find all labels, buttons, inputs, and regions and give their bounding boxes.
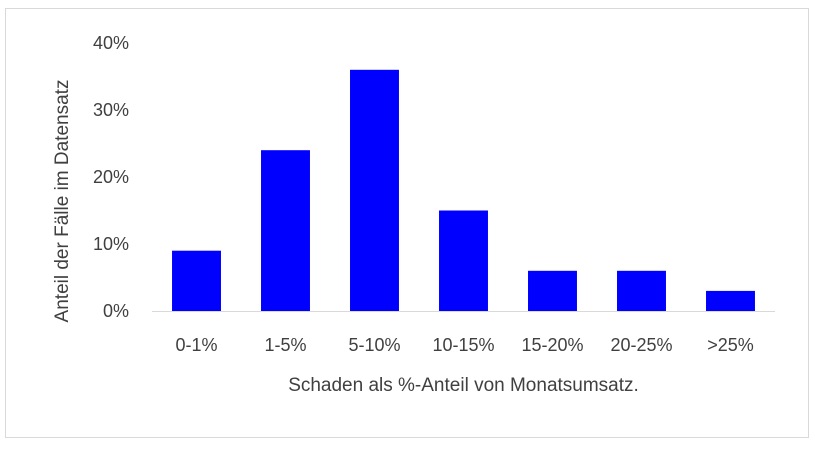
x-tick-label: 10-15%: [432, 335, 494, 355]
y-tick-label: 40%: [93, 33, 129, 53]
x-tick-label: 0-1%: [175, 335, 217, 355]
bar->25%: [706, 290, 755, 311]
chart-area: [5, 8, 809, 438]
bar-20-25%: [617, 270, 666, 311]
x-tick-label: 1-5%: [264, 335, 306, 355]
bar-5-10%: [350, 69, 399, 311]
bars-group: [172, 69, 755, 311]
y-tick-label: 20%: [93, 167, 129, 187]
bar-10-15%: [439, 210, 488, 311]
x-tick-label: >25%: [707, 335, 754, 355]
x-tick-labels: 0-1% 1-5% 5-10% 10-15% 15-20% 20-25% >25%: [175, 335, 753, 355]
x-tick-label: 20-25%: [610, 335, 672, 355]
y-axis-title: Anteil der Fälle im Datensatz: [52, 80, 73, 323]
bar-0-1%: [172, 250, 221, 311]
y-tick-label: 0%: [103, 301, 129, 321]
y-tick-label: 10%: [93, 234, 129, 254]
x-axis-title: Schaden als %-Anteil von Monatsumsatz.: [288, 375, 639, 396]
bar-1-5%: [261, 150, 310, 311]
x-tick-label: 5-10%: [348, 335, 400, 355]
y-tick-label: 30%: [93, 100, 129, 120]
bar-15-20%: [528, 270, 577, 311]
x-tick-label: 15-20%: [521, 335, 583, 355]
y-tick-labels: 0% 10% 20% 30% 40%: [93, 33, 129, 321]
